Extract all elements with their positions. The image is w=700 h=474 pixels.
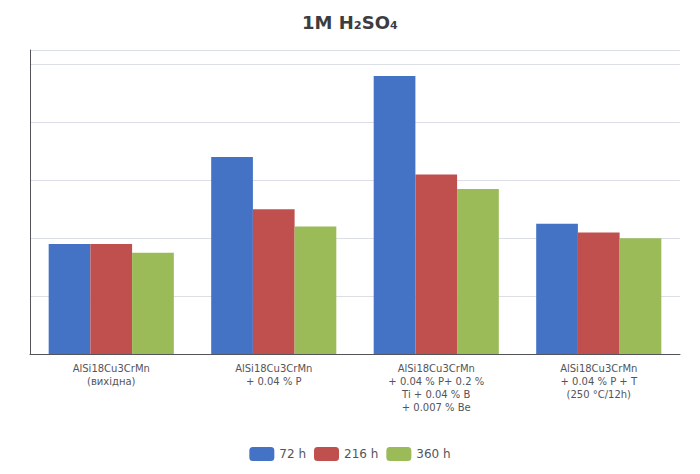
svg-text:+ 0.007 % Be: + 0.007 % Be bbox=[402, 402, 471, 413]
svg-text:+ 0.04 % P+ 0.2 %: + 0.04 % P+ 0.2 % bbox=[388, 376, 484, 387]
svg-text:AlSi18Cu3CrMn: AlSi18Cu3CrMn bbox=[235, 363, 312, 374]
svg-text:(250 °C/12h): (250 °C/12h) bbox=[567, 389, 632, 400]
svg-text:AlSi18Cu3CrMn: AlSi18Cu3CrMn bbox=[398, 363, 475, 374]
svg-text:216 h: 216 h bbox=[344, 447, 378, 461]
svg-text:+ 0.04 % P: + 0.04 % P bbox=[246, 376, 302, 387]
svg-text:AlSi18Cu3CrMn: AlSi18Cu3CrMn bbox=[73, 363, 150, 374]
svg-text:1M H₂SO₄: 1M H₂SO₄ bbox=[302, 12, 398, 33]
svg-text:AlSi18Cu3CrMn: AlSi18Cu3CrMn bbox=[560, 363, 637, 374]
svg-text:72 h: 72 h bbox=[279, 447, 306, 461]
svg-text:360 h: 360 h bbox=[416, 447, 450, 461]
svg-text:Ti + 0.04 % B: Ti + 0.04 % B bbox=[401, 389, 470, 400]
svg-text:+ 0.04 % P + T: + 0.04 % P + T bbox=[560, 376, 637, 387]
svg-text:(вихідна): (вихідна) bbox=[87, 376, 136, 387]
